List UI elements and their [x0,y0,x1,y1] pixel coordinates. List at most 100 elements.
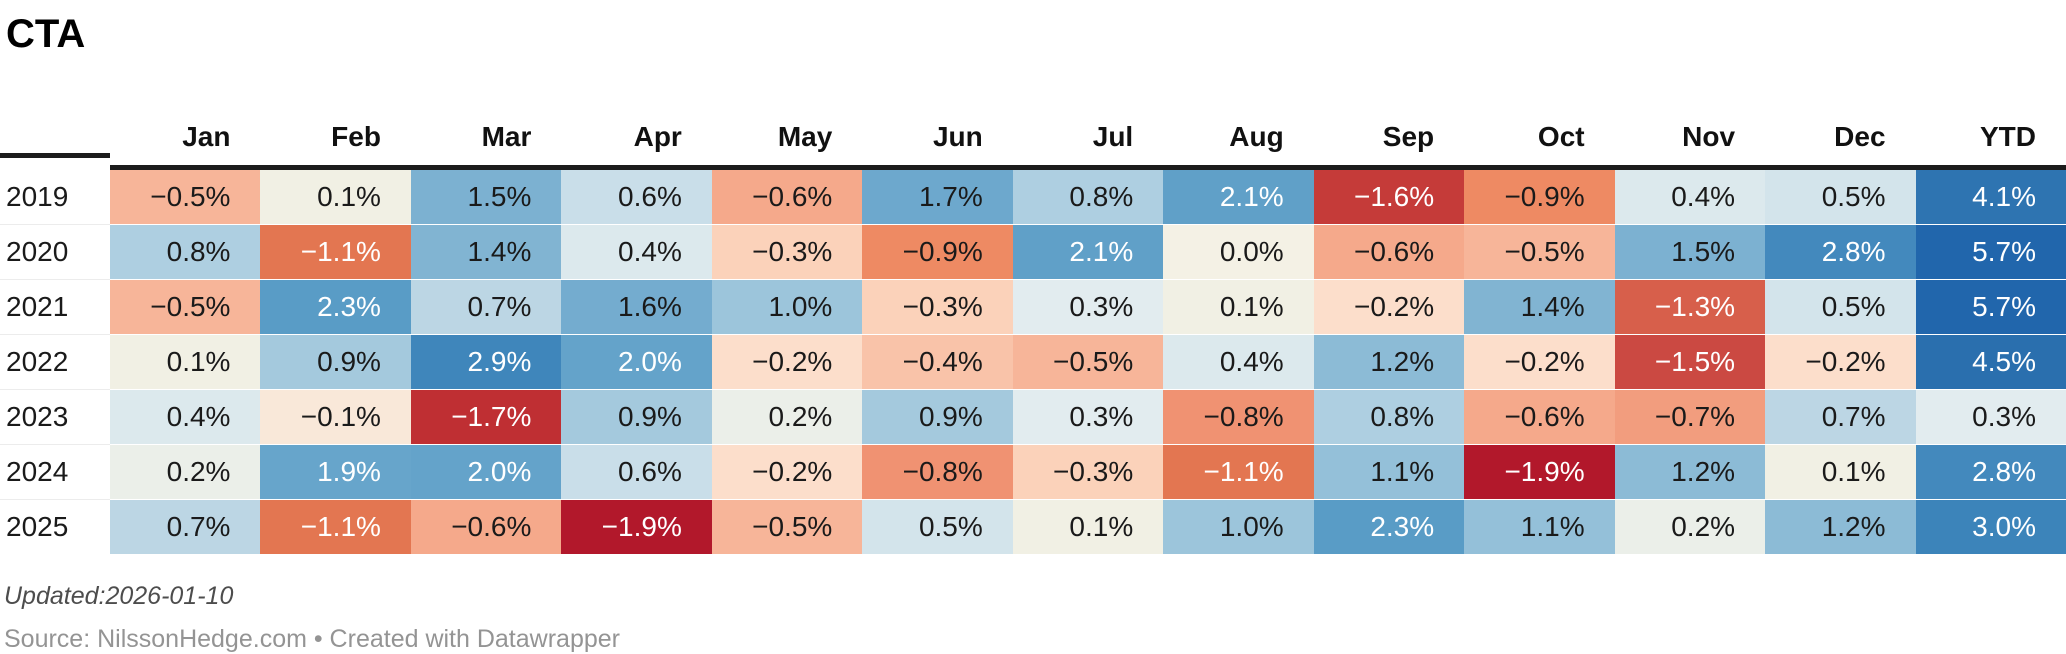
heatmap-cell-2021-may: 1.0% [711,279,863,334]
heatmap-cell-2019-dec: 0.5% [1765,170,1916,224]
year-label-2022: 2022 [0,334,110,389]
heatmap-cell-2020-feb: −1.1% [260,224,411,279]
heatmap-cell-2024-aug: −1.1% [1163,444,1314,499]
year-label-2020: 2020 [0,224,110,279]
col-header-jun: Jun [862,90,1013,170]
col-header-mar: Mar [410,90,562,170]
heatmap-cell-2021-aug: 0.1% [1163,279,1314,334]
col-header-feb: Feb [260,90,411,170]
header-corner-cell [0,90,110,158]
heatmap-cell-2022-apr: 2.0% [561,334,712,389]
heatmap-cell-2022-oct: −0.2% [1464,334,1615,389]
heatmap-cell-2025-aug: 1.0% [1163,499,1314,554]
heatmap-cell-2024-oct: −1.9% [1464,444,1615,499]
heatmap-cell-2024-sep: 1.1% [1313,444,1465,499]
heatmap-cell-2023-jul: 0.3% [1012,389,1164,444]
heatmap-cell-2022-aug: 0.4% [1163,334,1314,389]
heatmap-cell-2025-oct: 1.1% [1464,499,1615,554]
heatmap-cell-2020-jan: 0.8% [110,224,261,279]
heatmap-cell-2025-apr: −1.9% [561,499,712,554]
heatmap-cell-2024-nov: 1.2% [1614,444,1766,499]
updated-timestamp: Updated:2026-01-10 [4,582,234,610]
heatmap-cell-2023-apr: 0.9% [561,389,712,444]
heatmap-cell-2021-apr: 1.6% [561,279,712,334]
heatmap-cell-2023-jun: 0.9% [862,389,1013,444]
heatmap-cell-2021-mar: 0.7% [410,279,562,334]
heatmap-cell-2022-mar: 2.9% [410,334,562,389]
heatmap-cell-2023-aug: −0.8% [1163,389,1314,444]
heatmap-cell-2021-feb: 2.3% [260,279,411,334]
heatmap-cell-2020-apr: 0.4% [561,224,712,279]
col-header-may: May [711,90,863,170]
heatmap-cell-2020-sep: −0.6% [1313,224,1465,279]
heatmap-cell-2022-nov: −1.5% [1614,334,1766,389]
heatmap-cell-2022-jan: 0.1% [110,334,261,389]
heatmap-cell-2021-dec: 0.5% [1765,279,1916,334]
year-label-2024: 2024 [0,444,110,499]
col-header-jul: Jul [1012,90,1164,170]
heatmap-cell-2022-dec: −0.2% [1765,334,1916,389]
heatmap-cell-2024-apr: 0.6% [561,444,712,499]
heatmap-cell-2025-dec: 1.2% [1765,499,1916,554]
heatmap-cell-2021-jun: −0.3% [862,279,1013,334]
col-header-ytd: YTD [1915,90,2066,170]
heatmap-cell-2022-feb: 0.9% [260,334,411,389]
heatmap-cell-2019-apr: 0.6% [561,170,712,224]
heatmap-table: Jan Feb Mar Apr May Jun Jul Aug Sep Oct Nov Dec YTD 2… [0,90,2066,554]
heatmap-cell-2023-jan: 0.4% [110,389,261,444]
col-header-nov: Nov [1614,90,1766,170]
heatmap-cell-2023-nov: −0.7% [1614,389,1766,444]
heatmap-cell-2020-jun: −0.9% [862,224,1013,279]
heatmap-cell-2024-jan: 0.2% [110,444,261,499]
heatmap-cell-2020-ytd: 5.7% [1915,224,2066,279]
heatmap-cell-2023-oct: −0.6% [1464,389,1615,444]
heatmap-cell-2024-dec: 0.1% [1765,444,1916,499]
heatmap-cell-2019-sep: −1.6% [1313,170,1465,224]
heatmap-cell-2023-ytd: 0.3% [1915,389,2066,444]
chart-footer: Updated:2026-01-10 Source: NilssonHedge.… [4,582,2066,654]
heatmap-cell-2023-dec: 0.7% [1765,389,1916,444]
heatmap-cell-2022-sep: 1.2% [1313,334,1465,389]
heatmap-cell-2021-sep: −0.2% [1313,279,1465,334]
heatmap-cell-2025-may: −0.5% [711,499,863,554]
heatmap-cell-2022-may: −0.2% [711,334,863,389]
col-header-dec: Dec [1765,90,1916,170]
heatmap-cell-2019-aug: 2.1% [1163,170,1314,224]
col-header-aug: Aug [1163,90,1314,170]
heatmap-cell-2019-jul: 0.8% [1012,170,1164,224]
heatmap-cell-2020-jul: 2.1% [1012,224,1164,279]
heatmap-cell-2023-may: 0.2% [711,389,863,444]
year-label-2021: 2021 [0,279,110,334]
heatmap-cell-2019-oct: −0.9% [1464,170,1615,224]
heatmap-cell-2025-jan: 0.7% [110,499,261,554]
heatmap-cell-2025-jul: 0.1% [1012,499,1164,554]
heatmap-cell-2020-dec: 2.8% [1765,224,1916,279]
heatmap-cell-2019-may: −0.6% [711,170,863,224]
year-label-2025: 2025 [0,499,110,554]
col-header-oct: Oct [1464,90,1615,170]
heatmap-cell-2023-feb: −0.1% [260,389,411,444]
col-header-sep: Sep [1313,90,1465,170]
heatmap-cell-2020-aug: 0.0% [1163,224,1314,279]
heatmap-cell-2021-jan: −0.5% [110,279,261,334]
heatmap-cell-2019-jan: −0.5% [110,170,261,224]
heatmap-cell-2022-jul: −0.5% [1012,334,1164,389]
col-header-jan: Jan [110,90,261,170]
heatmap-cell-2024-mar: 2.0% [410,444,562,499]
year-label-2019: 2019 [0,170,110,224]
heatmap-cell-2025-feb: −1.1% [260,499,411,554]
heatmap-cell-2024-feb: 1.9% [260,444,411,499]
heatmap-cell-2019-feb: 0.1% [260,170,411,224]
heatmap-cell-2019-nov: 0.4% [1614,170,1766,224]
heatmap-cell-2025-sep: 2.3% [1313,499,1465,554]
heatmap-cell-2021-nov: −1.3% [1614,279,1766,334]
heatmap-cell-2019-jun: 1.7% [862,170,1013,224]
heatmap-cell-2019-mar: 1.5% [410,170,562,224]
heatmap-cell-2024-jul: −0.3% [1012,444,1164,499]
heatmap-cell-2020-oct: −0.5% [1464,224,1615,279]
heatmap-cell-2024-ytd: 2.8% [1915,444,2066,499]
heatmap-cell-2021-oct: 1.4% [1464,279,1615,334]
heatmap-cell-2020-nov: 1.5% [1614,224,1766,279]
heatmap-cell-2022-ytd: 4.5% [1915,334,2066,389]
